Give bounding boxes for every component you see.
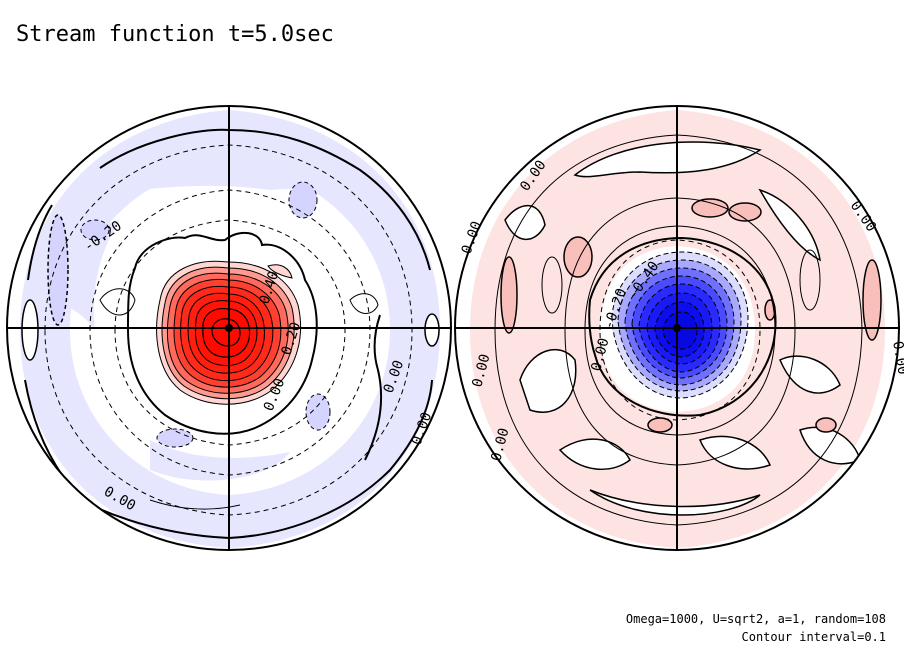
page-title: Stream function t=5.0sec xyxy=(16,22,334,47)
contour-interval-caption: Contour interval=0.1 xyxy=(741,630,887,644)
right-contour-field xyxy=(470,110,885,548)
right-hemisphere-panel: 0.00 0.00 0.00 -0.20 -0.40 0.00 0.00 0.0… xyxy=(454,105,904,551)
left-disk-outline xyxy=(6,105,452,551)
left-hemisphere-panel: -0.20 0.40 0.20 0.00 0.00 0.00 0.00 xyxy=(6,105,452,551)
left-center-marker xyxy=(225,324,233,332)
positive-vortex xyxy=(156,260,301,405)
right-center-marker xyxy=(673,324,681,332)
left-contour-field xyxy=(20,110,440,548)
right-disk-outline xyxy=(454,105,900,551)
parameters-caption: Omega=1000, U=sqrt2, a=1, random=108 xyxy=(625,612,886,626)
negative-vortex xyxy=(611,251,749,399)
